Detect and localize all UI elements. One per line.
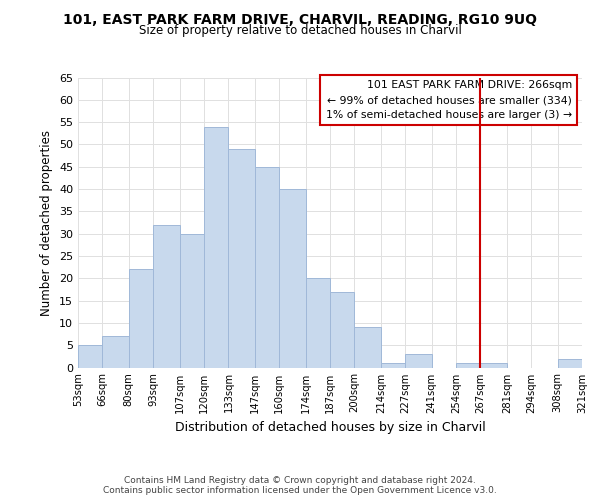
Bar — [405, 354, 431, 368]
Bar — [103, 336, 129, 368]
Bar — [179, 234, 204, 368]
Text: Contains public sector information licensed under the Open Government Licence v3: Contains public sector information licen… — [103, 486, 497, 495]
Bar — [279, 189, 305, 368]
Bar — [78, 345, 103, 368]
Text: Size of property relative to detached houses in Charvil: Size of property relative to detached ho… — [139, 24, 461, 37]
Bar — [456, 363, 481, 368]
Bar — [129, 270, 153, 368]
Bar — [481, 363, 507, 368]
Bar — [153, 224, 179, 368]
Bar — [355, 328, 381, 368]
Bar — [557, 358, 582, 368]
Text: Contains HM Land Registry data © Crown copyright and database right 2024.: Contains HM Land Registry data © Crown c… — [124, 476, 476, 485]
Text: 101 EAST PARK FARM DRIVE: 266sqm
← 99% of detached houses are smaller (334)
1% o: 101 EAST PARK FARM DRIVE: 266sqm ← 99% o… — [326, 80, 572, 120]
Bar — [381, 363, 405, 368]
Bar — [255, 166, 279, 368]
Text: 101, EAST PARK FARM DRIVE, CHARVIL, READING, RG10 9UQ: 101, EAST PARK FARM DRIVE, CHARVIL, READ… — [63, 12, 537, 26]
X-axis label: Distribution of detached houses by size in Charvil: Distribution of detached houses by size … — [175, 421, 485, 434]
Bar — [229, 149, 255, 368]
Bar — [305, 278, 330, 368]
Y-axis label: Number of detached properties: Number of detached properties — [40, 130, 53, 316]
Bar — [330, 292, 355, 368]
Bar — [204, 126, 229, 368]
